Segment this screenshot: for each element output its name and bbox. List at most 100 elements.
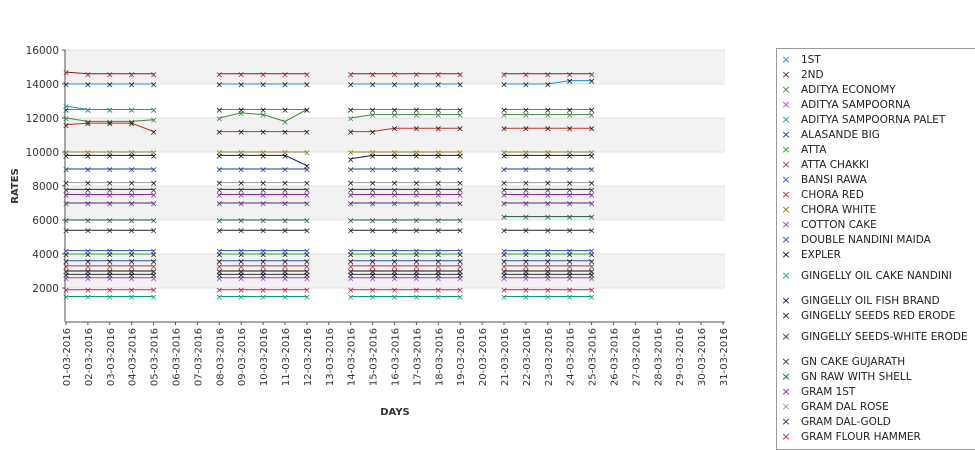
y-tick-label: 16000 — [26, 45, 59, 57]
data-point: × — [456, 257, 464, 267]
rates-chart: × × × × × × × × × × × × × × × × × × × × × × × × × × × × × × × × × × × × × × × ×… — [10, 45, 730, 418]
x-tick-label: 15-03-2016 — [369, 328, 380, 386]
data-point: × — [128, 227, 136, 237]
data-point: × — [62, 115, 70, 125]
x-tick-label: 10-03-2016 — [259, 328, 270, 386]
data-point: × — [588, 286, 596, 296]
legend-label: ADITYA ECONOMY — [801, 84, 896, 96]
data-point: × — [566, 179, 574, 189]
legend-label: GRAM DAL-GOLD — [801, 416, 891, 428]
data-point: × — [369, 191, 377, 201]
data-point: × — [347, 149, 355, 159]
data-point: × — [259, 257, 267, 267]
legend-label: GN CAKE GUJARATH — [801, 356, 906, 368]
data-point: × — [216, 166, 224, 176]
data-point: × — [281, 257, 289, 267]
data-point: × — [347, 251, 355, 261]
data-point: × — [369, 186, 377, 196]
data-point: × — [413, 257, 421, 267]
data-point: × — [369, 268, 377, 278]
x-tick-label: 11-03-2016 — [281, 328, 292, 386]
legend-label: BANSI RAWA — [801, 174, 867, 186]
data-point: × — [106, 247, 114, 257]
data-point: × — [391, 247, 399, 257]
data-point: × — [544, 111, 552, 121]
data-point: × — [500, 106, 508, 116]
x-tick-label: 20-03-2016 — [478, 328, 489, 386]
legend-label: ALASANDE BIG — [801, 129, 880, 141]
data-point: × — [566, 77, 574, 87]
data-point: × — [106, 200, 114, 210]
data-point: × — [566, 247, 574, 257]
data-point: × — [588, 149, 596, 159]
data-point: × — [281, 286, 289, 296]
series-lines: × × × × × × × × × × × × × × × × × × × × × × × × × × × × × × × × × × × × × × × ×… — [62, 69, 595, 303]
data-point: × — [128, 106, 136, 116]
data-point: × — [522, 179, 530, 189]
data-point: × — [544, 213, 552, 223]
data-point: × — [500, 262, 508, 272]
data-point: × — [522, 271, 530, 281]
data-point: × — [237, 149, 245, 159]
data-point: × — [369, 152, 377, 162]
data-point: × — [544, 179, 552, 189]
data-point: × — [391, 179, 399, 189]
legend-marker-icon: × — [781, 188, 791, 201]
data-point: × — [128, 70, 136, 80]
data-point: × — [566, 191, 574, 201]
data-point: × — [84, 179, 92, 189]
data-point: × — [588, 293, 596, 303]
grid-band — [65, 118, 725, 152]
data-point: × — [150, 227, 158, 237]
data-point: × — [150, 251, 158, 261]
x-tick-label: 30-03-2016 — [697, 328, 708, 386]
data-point: × — [106, 149, 114, 159]
x-tick-label: 14-03-2016 — [347, 328, 358, 386]
data-point: × — [150, 191, 158, 201]
x-tick-label: 04-03-2016 — [128, 328, 139, 386]
data-point: × — [566, 268, 574, 278]
data-point: × — [500, 271, 508, 281]
legend-marker-icon: × — [781, 53, 791, 66]
data-point: × — [62, 152, 70, 162]
data-point: × — [281, 106, 289, 116]
data-point: × — [500, 191, 508, 201]
data-point: × — [216, 106, 224, 116]
data-point: × — [522, 227, 530, 237]
data-point: × — [84, 257, 92, 267]
data-point: × — [303, 200, 311, 210]
y-tick-label: 2000 — [32, 283, 59, 295]
data-point: × — [259, 286, 267, 296]
data-point: × — [588, 227, 596, 237]
data-point: × — [588, 125, 596, 135]
data-point: × — [456, 251, 464, 261]
data-point: × — [106, 106, 114, 116]
data-point: × — [566, 111, 574, 121]
data-point: × — [259, 111, 267, 121]
data-point: × — [84, 120, 92, 130]
data-point: × — [281, 118, 289, 128]
data-point: × — [128, 191, 136, 201]
data-point: × — [128, 286, 136, 296]
data-point: × — [347, 227, 355, 237]
data-point: × — [413, 70, 421, 80]
data-point: × — [106, 120, 114, 130]
data-point: × — [588, 191, 596, 201]
data-point: × — [281, 166, 289, 176]
data-point: × — [435, 149, 443, 159]
legend-label: GN RAW WITH SHELL — [801, 371, 912, 383]
legend-label: 1ST — [801, 54, 821, 66]
data-point: × — [84, 70, 92, 80]
data-point: × — [522, 186, 530, 196]
data-point: × — [150, 152, 158, 162]
data-point: × — [237, 186, 245, 196]
data-point: × — [435, 152, 443, 162]
data-point: × — [588, 111, 596, 121]
data-point: × — [544, 247, 552, 257]
data-point: × — [62, 257, 70, 267]
data-point: × — [303, 106, 311, 116]
data-point: × — [106, 179, 114, 189]
data-point: × — [84, 106, 92, 116]
data-point: × — [303, 274, 311, 284]
data-point: × — [281, 268, 289, 278]
